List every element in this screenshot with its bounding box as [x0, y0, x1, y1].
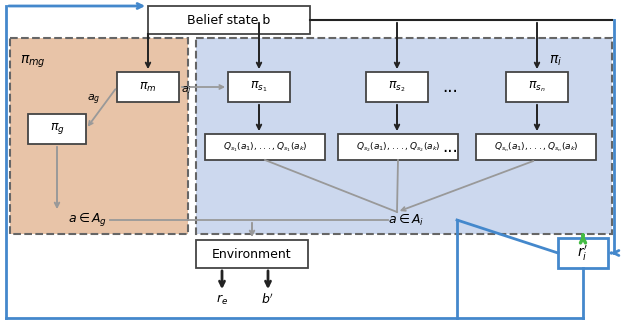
Bar — [558, 238, 608, 268]
Bar — [205, 134, 325, 160]
Bar — [117, 72, 179, 102]
Text: $Q_{s_n}(a_1),...,Q_{s_n}(a_k)$: $Q_{s_n}(a_1),...,Q_{s_n}(a_k)$ — [493, 140, 579, 154]
Text: $a_g$: $a_g$ — [87, 93, 100, 107]
Text: $\pi_g$: $\pi_g$ — [50, 122, 65, 137]
Bar — [196, 38, 612, 234]
Text: ...: ... — [442, 78, 458, 96]
Text: Belief state b: Belief state b — [188, 13, 271, 26]
Bar — [28, 114, 86, 144]
Text: $a_i$: $a_i$ — [180, 84, 191, 96]
Bar — [506, 72, 568, 102]
Text: $\pi_{s_2}$: $\pi_{s_2}$ — [388, 80, 406, 94]
Text: $r_i'$: $r_i'$ — [577, 244, 589, 263]
Text: $Q_{s_2}(a_1),...,Q_{s_2}(a_k)$: $Q_{s_2}(a_1),...,Q_{s_2}(a_k)$ — [356, 140, 440, 154]
Text: $r_e$: $r_e$ — [216, 293, 228, 307]
Bar — [476, 134, 596, 160]
Bar — [228, 72, 290, 102]
Bar — [366, 72, 428, 102]
Text: $\pi_i$: $\pi_i$ — [549, 54, 562, 68]
Text: $\pi_m$: $\pi_m$ — [140, 81, 157, 94]
Text: $a \in A_i$: $a \in A_i$ — [388, 212, 424, 228]
Bar — [148, 6, 310, 34]
Text: $a \in A_g$: $a \in A_g$ — [68, 211, 107, 229]
Text: $b'$: $b'$ — [261, 293, 275, 307]
Text: $\pi_{mg}$: $\pi_{mg}$ — [20, 54, 45, 70]
Text: $\pi_{s_1}$: $\pi_{s_1}$ — [250, 80, 268, 94]
Bar — [10, 38, 188, 234]
Text: ...: ... — [442, 138, 458, 156]
Text: $\pi_{s_n}$: $\pi_{s_n}$ — [528, 80, 546, 94]
Bar — [196, 240, 308, 268]
Bar — [338, 134, 458, 160]
Text: $Q_{s_1}(a_1),...,Q_{s_1}(a_k)$: $Q_{s_1}(a_1),...,Q_{s_1}(a_k)$ — [223, 140, 307, 154]
Text: Environment: Environment — [212, 247, 292, 260]
